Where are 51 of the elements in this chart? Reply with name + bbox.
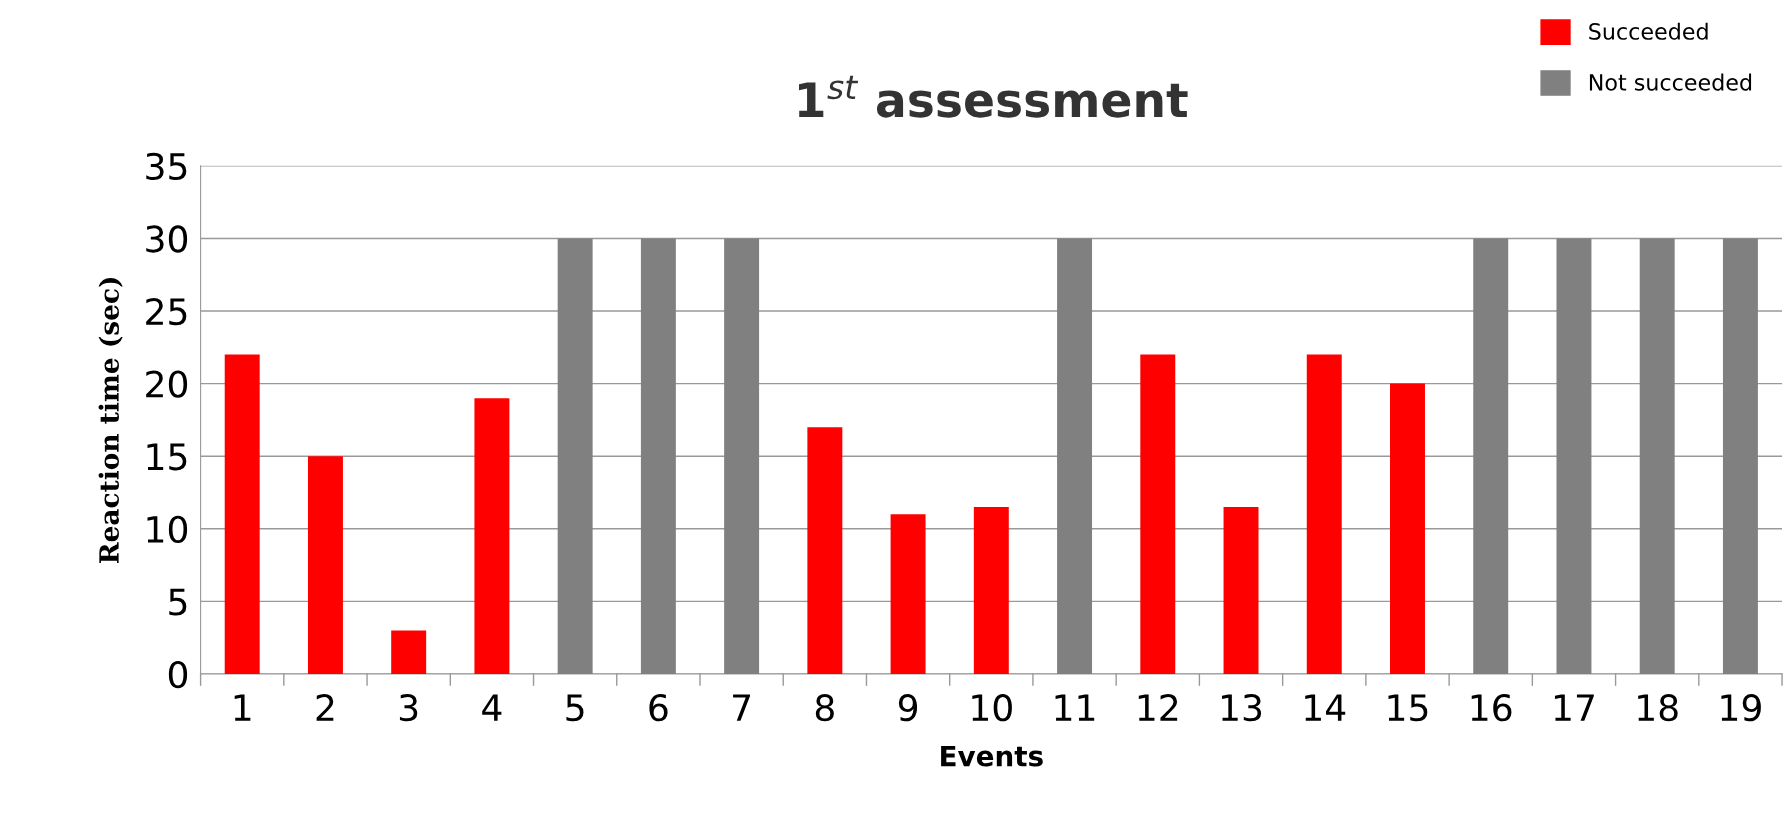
x-tick-label: 7 [733, 694, 751, 721]
x-tick-label: 2 [316, 694, 334, 721]
bar [640, 238, 676, 674]
bar [1556, 238, 1592, 674]
chart-title: 1$^{st}$ assessment [799, 75, 1188, 118]
bar [1473, 238, 1509, 674]
bar [1223, 507, 1259, 674]
x-tick-label: 14 [1305, 694, 1346, 721]
bar [391, 630, 427, 674]
x-tick-label: 13 [1222, 694, 1262, 722]
y-axis-title: Reaction time (sec) [98, 277, 123, 564]
y-tick-label: 25 [146, 297, 187, 326]
x-tick-label: 11 [1055, 694, 1095, 721]
bar [1057, 238, 1093, 674]
x-tick-label: 3 [399, 694, 418, 722]
x-tick-label: 15 [1388, 694, 1428, 722]
x-tick-label: 9 [898, 694, 918, 722]
bar [474, 398, 510, 674]
bar [807, 427, 843, 674]
x-tick-label: 16 [1471, 694, 1512, 722]
y-tick-label: 20 [146, 370, 188, 398]
x-tick-label: 12 [1138, 694, 1178, 721]
y-tick-label: 35 [146, 152, 187, 181]
legend-label: Succeeded [1589, 22, 1708, 40]
x-axis-title: Events [941, 745, 1043, 767]
bar [307, 456, 343, 674]
x-tick-label: 19 [1721, 694, 1761, 722]
bar [724, 238, 760, 674]
x-tick-label: 6 [649, 694, 668, 722]
bar [1639, 238, 1675, 674]
bar [557, 238, 593, 674]
bar [973, 507, 1009, 674]
y-tick-label: 5 [169, 588, 187, 616]
x-tick-label: 17 [1554, 694, 1594, 721]
y-tick-label: 10 [147, 515, 188, 544]
y-tick-label: 15 [147, 443, 187, 471]
bar [1722, 238, 1758, 674]
legend-label: Not succeeded [1589, 73, 1752, 91]
bar [890, 514, 926, 674]
x-tick-label: 10 [972, 694, 1012, 722]
bar [1390, 383, 1425, 674]
x-tick-label: 18 [1638, 694, 1678, 722]
bar [1306, 354, 1342, 674]
x-tick-label: 4 [482, 694, 502, 721]
x-tick-label: 5 [566, 694, 584, 722]
y-tick-label: 30 [146, 225, 188, 253]
bar [1140, 354, 1176, 674]
x-tick-label: 8 [815, 694, 834, 722]
y-tick-label: 0 [168, 660, 188, 689]
x-tick-label: 1 [234, 694, 251, 721]
bar [224, 354, 260, 674]
